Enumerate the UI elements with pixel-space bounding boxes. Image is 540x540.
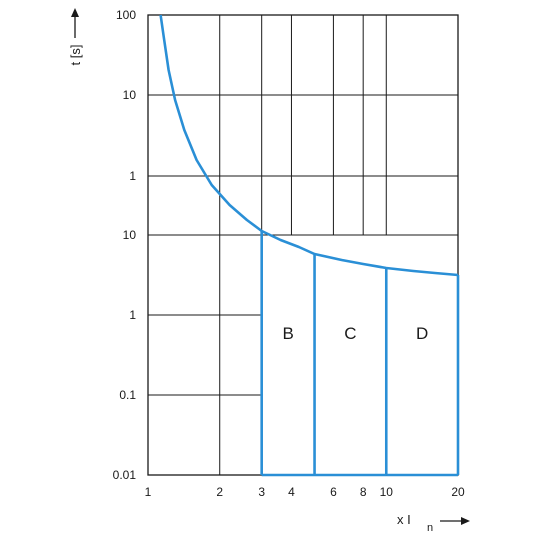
x-axis-title: x I n <box>397 512 433 534</box>
zone-label-d: D <box>416 324 428 343</box>
zone-label-c: C <box>344 324 356 343</box>
y-tick-label: 1 <box>129 169 136 183</box>
x-tick-label: 8 <box>360 485 367 499</box>
y-axis-title: t [s] <box>68 45 83 66</box>
y-axis-label: t [s] <box>68 45 83 66</box>
x-axis-arrow <box>440 517 470 525</box>
tripping-zones: B C D <box>260 231 460 477</box>
y-tick-label: 10 <box>123 228 137 242</box>
zone-label-b: B <box>282 324 293 343</box>
y-tick-labels: 100 10 1 10 1 0.1 0.01 <box>113 8 137 482</box>
y-axis-arrow <box>71 8 79 38</box>
y-tick-label: 0.01 <box>113 468 137 482</box>
x-tick-labels: 1 2 3 4 6 8 10 20 <box>145 485 465 499</box>
x-tick-label: 1 <box>145 485 152 499</box>
x-tick-label: 10 <box>380 485 394 499</box>
trip-curve <box>159 14 459 277</box>
y-tick-label: 100 <box>116 8 136 22</box>
plot-frame <box>147 14 459 476</box>
trip-curve-line <box>159 14 459 277</box>
x-tick-label: 6 <box>330 485 337 499</box>
y-tick-label: 1 <box>129 308 136 322</box>
x-axis-label-subscript: n <box>427 522 433 534</box>
y-tick-label: 0.1 <box>119 388 136 402</box>
x-tick-label: 3 <box>258 485 265 499</box>
x-axis-label: x I <box>397 512 411 527</box>
x-tick-label: 20 <box>451 485 465 499</box>
x-tick-label: 4 <box>288 485 295 499</box>
y-tick-label: 10 <box>123 88 137 102</box>
grid <box>147 14 459 476</box>
x-tick-label: 2 <box>216 485 223 499</box>
